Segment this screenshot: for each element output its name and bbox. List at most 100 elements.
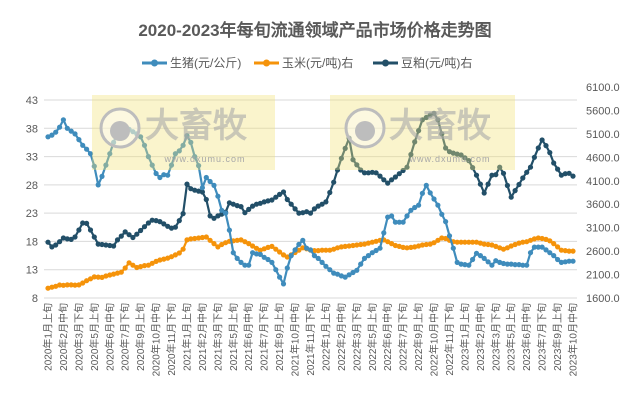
data-point (84, 220, 90, 226)
data-point (103, 273, 109, 279)
data-point (199, 189, 205, 195)
data-point (145, 154, 151, 160)
data-point (103, 242, 109, 248)
data-point (103, 162, 109, 168)
legend-dot-corn (263, 59, 270, 67)
data-point (477, 253, 483, 259)
data-point (334, 245, 341, 251)
data-point (558, 259, 565, 265)
data-point (547, 250, 553, 256)
data-point (253, 251, 260, 257)
x-tick-label: 2020年2月中旬 (57, 303, 70, 371)
data-point (508, 243, 514, 249)
x-tick-label: 2021年7月下旬 (258, 303, 271, 371)
data-point (481, 241, 487, 247)
legend-item-hog[interactable]: 生猪(元/公斤) (142, 56, 241, 70)
data-point (508, 194, 514, 200)
data-point (412, 244, 418, 250)
data-point (84, 278, 90, 284)
data-point (269, 259, 275, 265)
data-point (153, 170, 159, 177)
data-point (423, 241, 429, 248)
data-point (323, 263, 329, 269)
data-point (323, 247, 329, 253)
data-point (365, 170, 371, 176)
x-tick-label: 2020年3月下旬 (72, 303, 85, 371)
data-point (242, 210, 248, 216)
data-point (485, 241, 491, 248)
data-point (404, 245, 410, 251)
data-point (246, 206, 252, 212)
data-point (196, 235, 202, 241)
data-point (327, 267, 333, 273)
data-point (95, 182, 101, 188)
data-point (555, 256, 561, 263)
data-point (111, 139, 117, 145)
data-point (385, 180, 391, 186)
series-0 (45, 117, 576, 287)
data-point (334, 167, 341, 173)
data-point (454, 259, 460, 265)
data-point (342, 274, 348, 280)
data-point (470, 165, 476, 171)
x-tick-label: 2020年10月中旬 (150, 303, 163, 376)
data-point (350, 269, 356, 276)
legend-item-corn[interactable]: 玉米(元/吨)右 (254, 55, 353, 70)
data-point (512, 188, 518, 194)
data-point (207, 237, 213, 243)
data-point (435, 117, 441, 123)
data-point (311, 253, 317, 259)
right-tick-label: 1600.0 (586, 293, 620, 305)
legend-item-soymeal[interactable]: 豆粕(元/吨)右 (373, 55, 472, 70)
data-point (157, 174, 163, 181)
data-point (319, 247, 325, 253)
data-point (400, 167, 406, 174)
data-point (458, 152, 464, 158)
left-axis-ticks: 8 13 18 23 28 33 38 43 (26, 95, 38, 305)
data-point (219, 207, 225, 213)
data-point (535, 235, 541, 241)
data-point (470, 256, 476, 263)
data-point (485, 259, 491, 265)
watermark-2: 大畜牧 www.dxumu.com (330, 95, 515, 170)
data-point (269, 243, 275, 249)
data-point (450, 245, 456, 251)
data-point (161, 256, 167, 262)
data-point (80, 220, 86, 226)
data-point (45, 285, 51, 291)
data-point (230, 250, 236, 256)
data-point (338, 244, 344, 250)
data-point (118, 233, 124, 239)
data-point (439, 131, 445, 137)
data-point (431, 196, 437, 202)
data-point (203, 196, 209, 203)
series-group (45, 110, 576, 291)
data-point (273, 246, 279, 252)
data-point (292, 206, 298, 212)
data-point (60, 117, 66, 123)
legend: 生猪(元/公斤) 玉米(元/吨)右 豆粕(元/吨)右 (142, 55, 472, 70)
data-point (350, 157, 356, 163)
watermark-url: www.dxumu.com (163, 154, 245, 164)
data-point (365, 240, 371, 246)
data-point (130, 262, 136, 268)
legend-label-corn: 玉米(元/吨)右 (282, 55, 353, 70)
data-point (80, 142, 86, 148)
chart-title: 2020-2023年每旬流通领域产品市场价格走势图 (138, 20, 491, 40)
data-point (138, 227, 144, 234)
data-point (419, 242, 425, 248)
data-point (307, 247, 314, 253)
data-point (331, 179, 337, 185)
watermark-brand: 大畜牧 (145, 106, 248, 145)
data-point (45, 134, 51, 140)
data-point (107, 151, 113, 157)
data-point (84, 146, 90, 152)
data-point (427, 190, 433, 196)
data-point (68, 236, 74, 242)
data-point (443, 145, 449, 151)
data-point (265, 256, 271, 263)
data-point (381, 177, 387, 183)
data-point (477, 181, 483, 187)
data-point (91, 163, 97, 169)
data-point (138, 134, 144, 140)
